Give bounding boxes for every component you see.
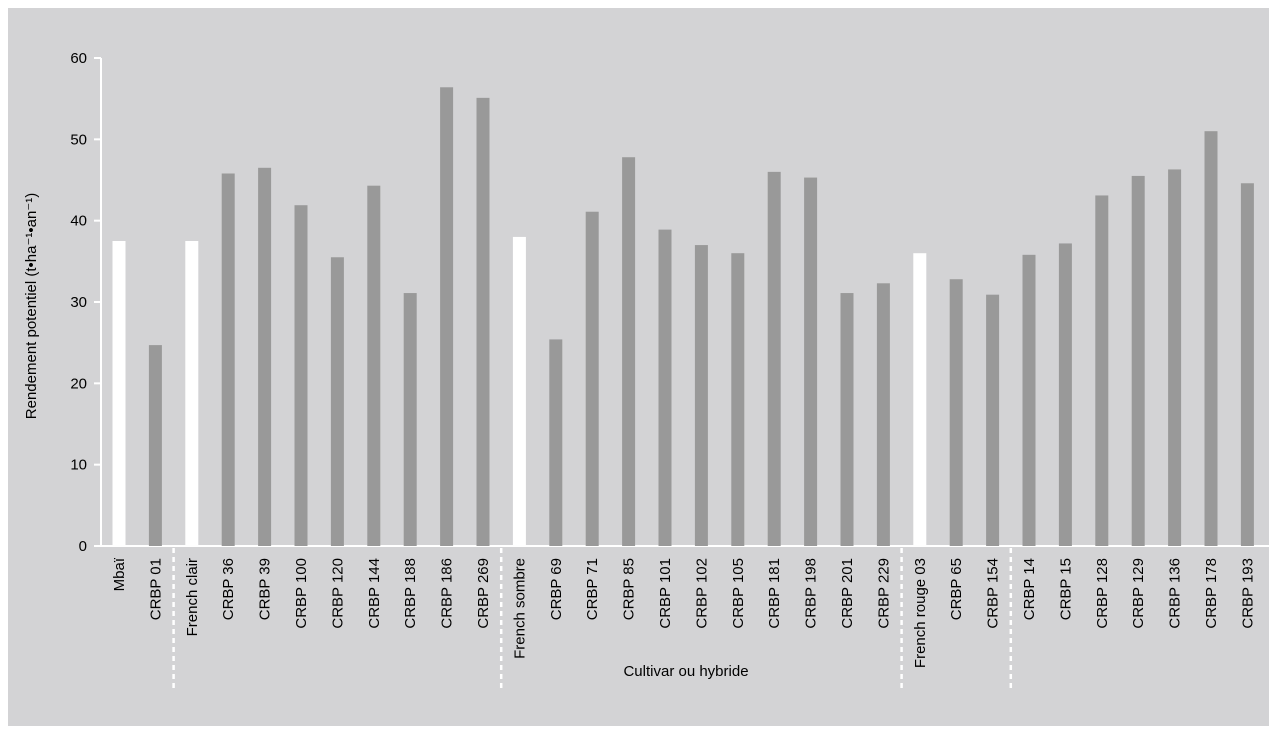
bar-crbp-144 — [367, 185, 381, 546]
category-labels: Mbaï CRBP 01 French clair CRBP 36 CRBP 39 CRB… — [111, 557, 1256, 668]
bar-crbp-128 — [1095, 195, 1109, 546]
bar-crbp-69 — [549, 339, 563, 546]
category-label: Mbaï — [111, 557, 128, 591]
category-label: CRBP 144 — [366, 558, 383, 629]
bar-crbp-102 — [694, 245, 708, 547]
category-label: CRBP 120 — [329, 558, 346, 629]
bar-crbp-201 — [840, 293, 854, 546]
bar-crbp-154 — [986, 294, 1000, 546]
bar-crbp-269 — [476, 97, 490, 546]
bar-chart: 0 10 20 30 40 50 60 Mbaï CRBP 01 French clair CRB… — [23, 50, 1269, 688]
category-label: CRBP 201 — [839, 558, 856, 629]
category-label: CRBP 69 — [548, 558, 565, 620]
bar-french-clair — [185, 241, 199, 546]
bar-crbp-198 — [804, 177, 818, 546]
category-label: CRBP 15 — [1057, 558, 1074, 620]
bar-french-rouge-03 — [913, 253, 927, 546]
bar-crbp-71 — [585, 211, 599, 546]
bar-crbp-85 — [622, 157, 636, 546]
category-label: CRBP 128 — [1094, 558, 1111, 629]
bar-crbp-105 — [731, 253, 745, 546]
y-tick-label: 50 — [70, 131, 87, 148]
category-label: CRBP 198 — [803, 558, 820, 629]
category-label: CRBP 39 — [257, 558, 274, 620]
category-label: French sombre — [511, 558, 528, 659]
bar-crbp-100 — [294, 205, 308, 547]
bar-crbp-14 — [1022, 254, 1036, 546]
y-axis: 0 10 20 30 40 50 60 — [70, 50, 102, 555]
bar-mba- — [112, 241, 126, 546]
bar-crbp-39 — [258, 167, 272, 547]
category-label: CRBP 229 — [875, 558, 892, 629]
y-tick-label: 0 — [79, 538, 87, 555]
category-label: CRBP 181 — [766, 558, 783, 629]
bar-crbp-15 — [1058, 243, 1072, 546]
bar-french-sombre — [512, 236, 526, 546]
category-label: CRBP 01 — [147, 558, 164, 620]
category-label: French clair — [184, 558, 201, 636]
category-label: CRBP 100 — [293, 558, 310, 629]
category-label: CRBP 269 — [475, 558, 492, 629]
y-tick-label: 60 — [70, 50, 87, 67]
category-label: CRBP 85 — [621, 558, 638, 620]
y-tick-label: 20 — [70, 375, 87, 392]
bar-crbp-65 — [949, 279, 963, 546]
category-label: CRBP 65 — [948, 558, 965, 620]
category-label: CRBP 129 — [1130, 558, 1147, 629]
category-label: CRBP 178 — [1203, 558, 1220, 629]
bar-crbp-36 — [221, 173, 235, 546]
category-label: CRBP 186 — [439, 558, 456, 629]
bar-crbp-188 — [403, 293, 417, 546]
chart-frame: 0 10 20 30 40 50 60 Mbaï CRBP 01 French clair CRB… — [8, 8, 1269, 726]
bar-crbp-186 — [440, 87, 454, 546]
bar-crbp-136 — [1168, 169, 1182, 546]
category-label: CRBP 188 — [402, 558, 419, 629]
category-label: CRBP 71 — [584, 558, 601, 620]
bar-crbp-120 — [330, 257, 344, 546]
category-label: CRBP 36 — [220, 558, 237, 620]
category-label: CRBP 14 — [1021, 558, 1038, 620]
bar-crbp-178 — [1204, 131, 1218, 546]
category-label: French rouge 03 — [912, 558, 929, 668]
bar-crbp-129 — [1131, 175, 1145, 546]
category-label: CRBP 105 — [730, 558, 747, 629]
category-label: CRBP 193 — [1239, 558, 1256, 629]
bars — [112, 87, 1254, 547]
category-label: CRBP 101 — [657, 558, 674, 629]
bar-crbp-01 — [148, 345, 162, 546]
x-axis-title: Cultivar ou hybride — [623, 663, 748, 680]
category-label: CRBP 136 — [1167, 558, 1184, 629]
y-tick-label: 30 — [70, 294, 87, 311]
y-tick-label: 40 — [70, 213, 87, 230]
bar-crbp-193 — [1240, 183, 1254, 546]
bar-crbp-181 — [767, 171, 781, 546]
bar-crbp-101 — [658, 229, 672, 546]
category-label: CRBP 154 — [985, 558, 1002, 629]
category-label: CRBP 102 — [693, 558, 710, 629]
y-axis-title: Rendement potentiel (t•ha⁻¹•an⁻¹) — [23, 193, 40, 419]
bar-crbp-229 — [876, 283, 890, 546]
y-tick-label: 10 — [70, 457, 87, 474]
